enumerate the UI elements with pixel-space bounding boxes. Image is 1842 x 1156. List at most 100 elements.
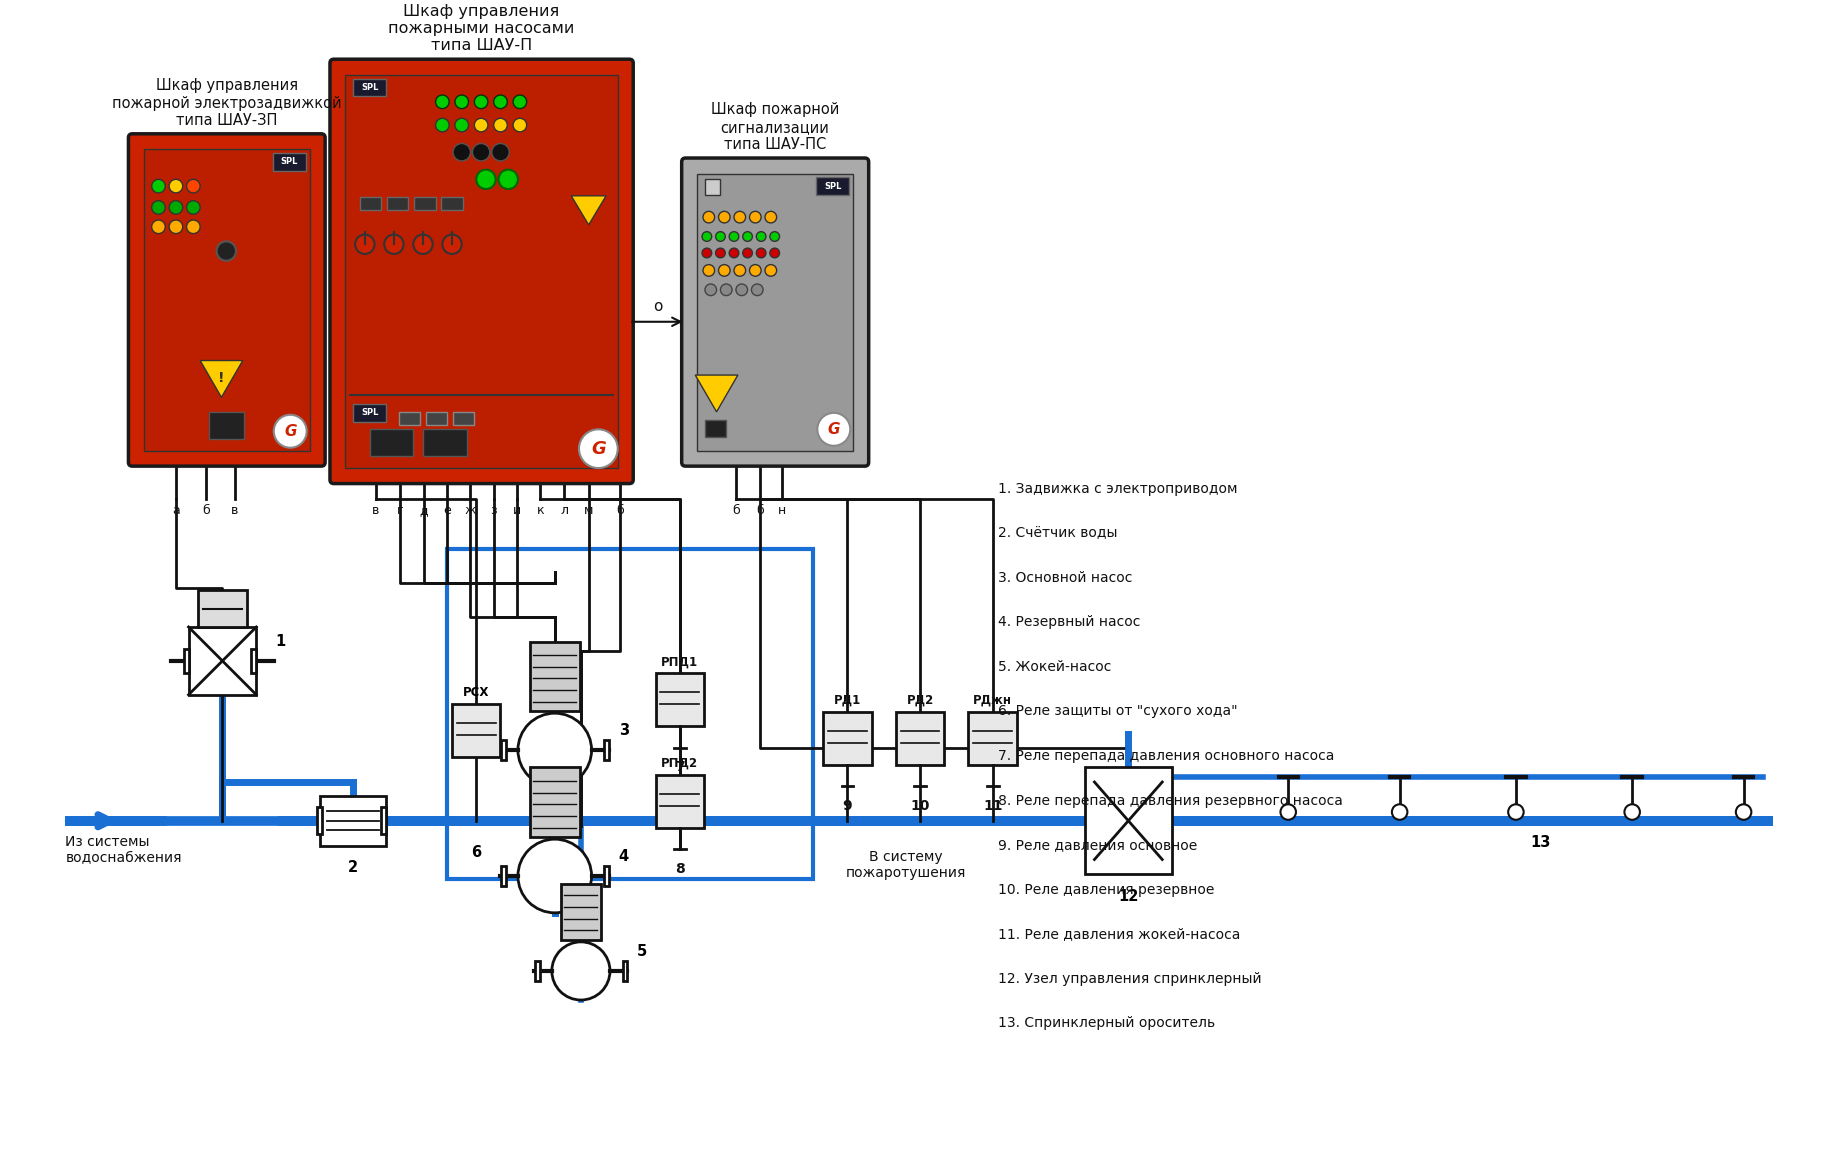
Text: G: G — [591, 439, 606, 458]
Circle shape — [151, 220, 166, 234]
Bar — [370, 429, 413, 457]
Bar — [317, 807, 322, 835]
Bar — [604, 740, 610, 759]
Text: 7: 7 — [674, 761, 685, 775]
Circle shape — [818, 413, 851, 446]
Circle shape — [553, 942, 610, 1000]
Circle shape — [435, 95, 449, 109]
Text: В систему
пожаротушения: В систему пожаротушения — [845, 850, 965, 880]
Bar — [252, 650, 256, 673]
Bar — [424, 429, 466, 457]
Circle shape — [413, 235, 433, 254]
Text: Шкаф управления
пожарной электрозадвижкой
типа ШАУ-ЗП: Шкаф управления пожарной электрозадвижко… — [112, 79, 341, 128]
Circle shape — [705, 284, 717, 296]
Bar — [188, 627, 256, 695]
Circle shape — [151, 201, 166, 214]
Bar — [501, 740, 507, 759]
Circle shape — [385, 235, 403, 254]
Circle shape — [702, 231, 711, 242]
Bar — [656, 673, 704, 726]
Circle shape — [702, 249, 711, 258]
Bar — [623, 962, 628, 980]
Bar — [705, 179, 720, 195]
Circle shape — [733, 212, 746, 223]
Text: 10. Реле давления резервное: 10. Реле давления резервное — [998, 883, 1214, 897]
Circle shape — [742, 231, 752, 242]
Circle shape — [750, 212, 761, 223]
FancyBboxPatch shape — [682, 158, 869, 466]
Bar — [696, 173, 853, 451]
Text: 11. Реле давления жокей-насоса: 11. Реле давления жокей-насоса — [998, 927, 1240, 941]
Text: 9: 9 — [842, 799, 853, 813]
Text: РДжн: РДжн — [973, 694, 1013, 707]
Text: РСХ: РСХ — [462, 687, 490, 699]
Circle shape — [169, 201, 182, 214]
Text: G: G — [284, 424, 297, 439]
Text: 8: 8 — [674, 862, 685, 876]
Circle shape — [704, 265, 715, 276]
Text: о: о — [652, 299, 661, 314]
Bar — [208, 412, 243, 439]
Text: SPL: SPL — [361, 83, 378, 91]
Circle shape — [453, 143, 470, 161]
Bar — [1085, 768, 1172, 874]
Text: к: к — [536, 504, 543, 517]
FancyBboxPatch shape — [129, 134, 326, 466]
Text: 6. Реле защиты от "сухого хода": 6. Реле защиты от "сухого хода" — [998, 704, 1238, 719]
Bar — [398, 412, 420, 425]
Circle shape — [704, 212, 715, 223]
Circle shape — [757, 231, 766, 242]
Bar — [414, 197, 435, 210]
Circle shape — [217, 242, 236, 261]
Bar — [199, 591, 247, 627]
Text: б: б — [731, 504, 740, 517]
Bar — [184, 650, 188, 673]
Text: 4: 4 — [619, 850, 628, 864]
Circle shape — [514, 95, 527, 109]
FancyBboxPatch shape — [330, 59, 634, 483]
Circle shape — [169, 179, 182, 193]
Circle shape — [274, 415, 308, 447]
Polygon shape — [571, 195, 606, 225]
Text: 3. Основной насос: 3. Основной насос — [998, 571, 1133, 585]
Text: Шкаф пожарной
сигнализации
типа ШАУ-ПС: Шкаф пожарной сигнализации типа ШАУ-ПС — [711, 103, 840, 153]
Circle shape — [477, 170, 495, 190]
Text: 13. Спринклерный ороситель: 13. Спринклерный ороситель — [998, 1016, 1214, 1030]
Bar — [705, 420, 726, 437]
Bar — [529, 768, 580, 837]
Circle shape — [737, 284, 748, 296]
Bar — [816, 177, 849, 195]
Text: 12. Узел управления спринклерный: 12. Узел управления спринклерный — [998, 972, 1262, 986]
Bar — [426, 412, 448, 425]
Text: 2. Счётчик воды: 2. Счётчик воды — [998, 526, 1116, 540]
Text: 13: 13 — [1531, 836, 1551, 851]
Circle shape — [718, 212, 729, 223]
Circle shape — [715, 231, 726, 242]
Bar — [560, 883, 600, 940]
Bar — [823, 712, 871, 765]
Circle shape — [455, 95, 468, 109]
Circle shape — [435, 118, 449, 132]
Circle shape — [475, 118, 488, 132]
Circle shape — [186, 220, 201, 234]
Polygon shape — [201, 361, 243, 398]
Text: е: е — [444, 504, 451, 517]
Text: д: д — [420, 504, 427, 517]
Bar — [273, 154, 306, 171]
Circle shape — [750, 265, 761, 276]
Circle shape — [720, 284, 731, 296]
Text: 9. Реле давления основное: 9. Реле давления основное — [998, 838, 1197, 852]
Circle shape — [718, 265, 729, 276]
Circle shape — [356, 235, 374, 254]
Text: 6: 6 — [472, 845, 481, 860]
Circle shape — [729, 231, 739, 242]
Bar — [359, 197, 381, 210]
Bar — [442, 197, 462, 210]
Text: б: б — [615, 504, 624, 517]
Bar — [536, 962, 540, 980]
Text: б: б — [203, 504, 210, 517]
Text: 7. Реле перепада давления основного насоса: 7. Реле перепада давления основного насо… — [998, 749, 1334, 763]
Circle shape — [475, 95, 488, 109]
Circle shape — [1625, 805, 1639, 820]
Circle shape — [733, 265, 746, 276]
